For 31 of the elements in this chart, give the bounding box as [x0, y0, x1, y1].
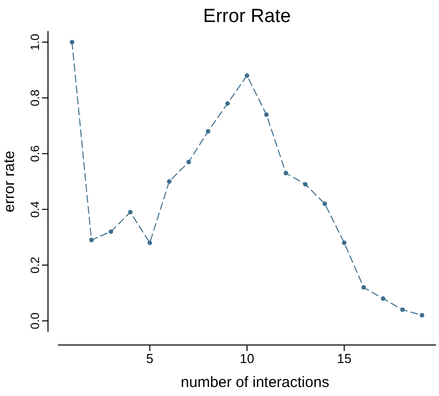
point [322, 202, 328, 206]
y-tick-label: 0.0 [28, 312, 42, 330]
point [166, 179, 172, 184]
point [206, 129, 210, 134]
point [244, 73, 250, 78]
point [70, 40, 74, 44]
point [361, 285, 366, 290]
point [380, 296, 386, 301]
x-axis-title: number of interactions [180, 374, 330, 391]
y-axis-title: error rate [1, 150, 18, 212]
x-tick-label: 15 [336, 351, 352, 366]
point [225, 101, 230, 106]
x-tick-label: 5 [146, 351, 154, 366]
point [342, 240, 346, 246]
point [264, 112, 269, 117]
point [108, 229, 114, 234]
y-tick-label: 1.0 [28, 33, 42, 50]
point [420, 313, 424, 318]
point [303, 182, 308, 187]
point [186, 160, 191, 164]
y-tick-label: 0.6 [28, 144, 42, 162]
point [400, 307, 405, 312]
point [148, 240, 152, 246]
point [284, 170, 288, 176]
y-tick-label: 0.8 [28, 89, 42, 106]
point [128, 210, 133, 214]
y-tick-label: 0.2 [28, 256, 42, 274]
x-tick-label: 10 [240, 351, 254, 366]
point [89, 238, 94, 242]
y-tick-label: 0.4 [28, 200, 42, 218]
chart-title: Error Rate [203, 6, 291, 27]
